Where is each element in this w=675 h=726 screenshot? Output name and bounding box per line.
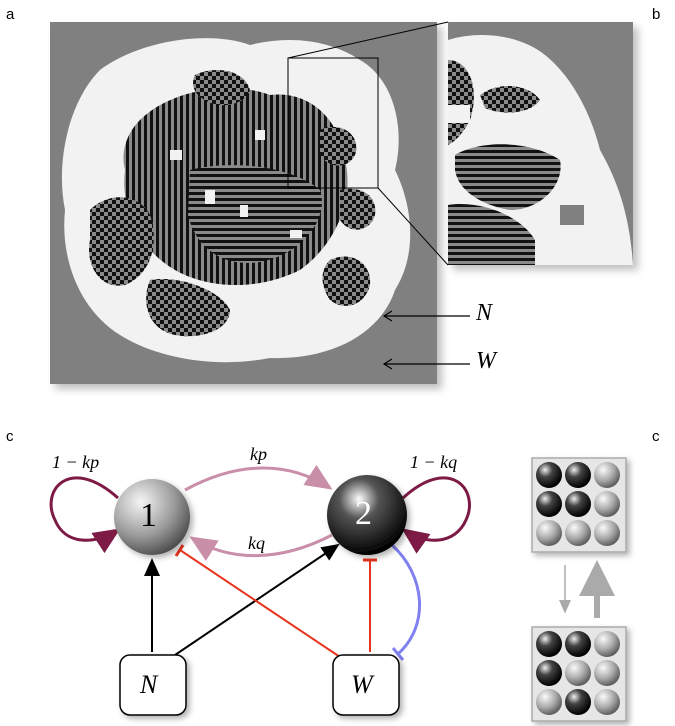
node-2-label: 2 — [355, 495, 372, 532]
node-1 — [114, 479, 190, 555]
colony-lower — [146, 279, 230, 337]
panel-label-c-left: c — [6, 428, 14, 445]
colony-horizontal — [188, 165, 322, 263]
panel-label-a: a — [6, 6, 15, 23]
node-w-box — [332, 654, 400, 716]
self-loop-1 — [49, 476, 121, 554]
edge-label-self2: 1 − kq — [410, 452, 458, 472]
edge-label-forward: kp — [250, 444, 267, 464]
panel-label-c-right: c — [652, 428, 660, 445]
panel-label-b: b — [652, 6, 661, 23]
edge-2-to-1 — [189, 533, 333, 561]
node-n-label: N — [140, 670, 158, 699]
node-n-box — [119, 654, 187, 716]
edge-1-to-2 — [184, 464, 333, 492]
self-loop-2 — [401, 476, 471, 554]
colony-right-mid — [340, 188, 376, 230]
arrow-label-w: W — [476, 348, 496, 374]
grid-schematic-bottom — [531, 626, 627, 722]
edge-label-backward: kq — [248, 533, 265, 553]
node-1-label: 1 — [140, 497, 157, 534]
edge-label-self1: 1 − kp — [52, 452, 100, 472]
colony-top-right — [320, 126, 357, 166]
colony-left — [89, 197, 154, 286]
network-diagram — [49, 457, 627, 722]
node-w-label: W — [351, 670, 373, 699]
zoom-box — [287, 57, 379, 189]
grid-schematic-top — [531, 457, 627, 553]
edge-w-to-1 — [179, 549, 341, 658]
colony-right — [322, 256, 371, 306]
arrow-label-n: N — [476, 300, 493, 326]
colony-top — [193, 70, 250, 106]
node-2 — [327, 475, 407, 555]
simulation-figure — [50, 21, 633, 384]
edge-w-blue — [390, 543, 421, 656]
